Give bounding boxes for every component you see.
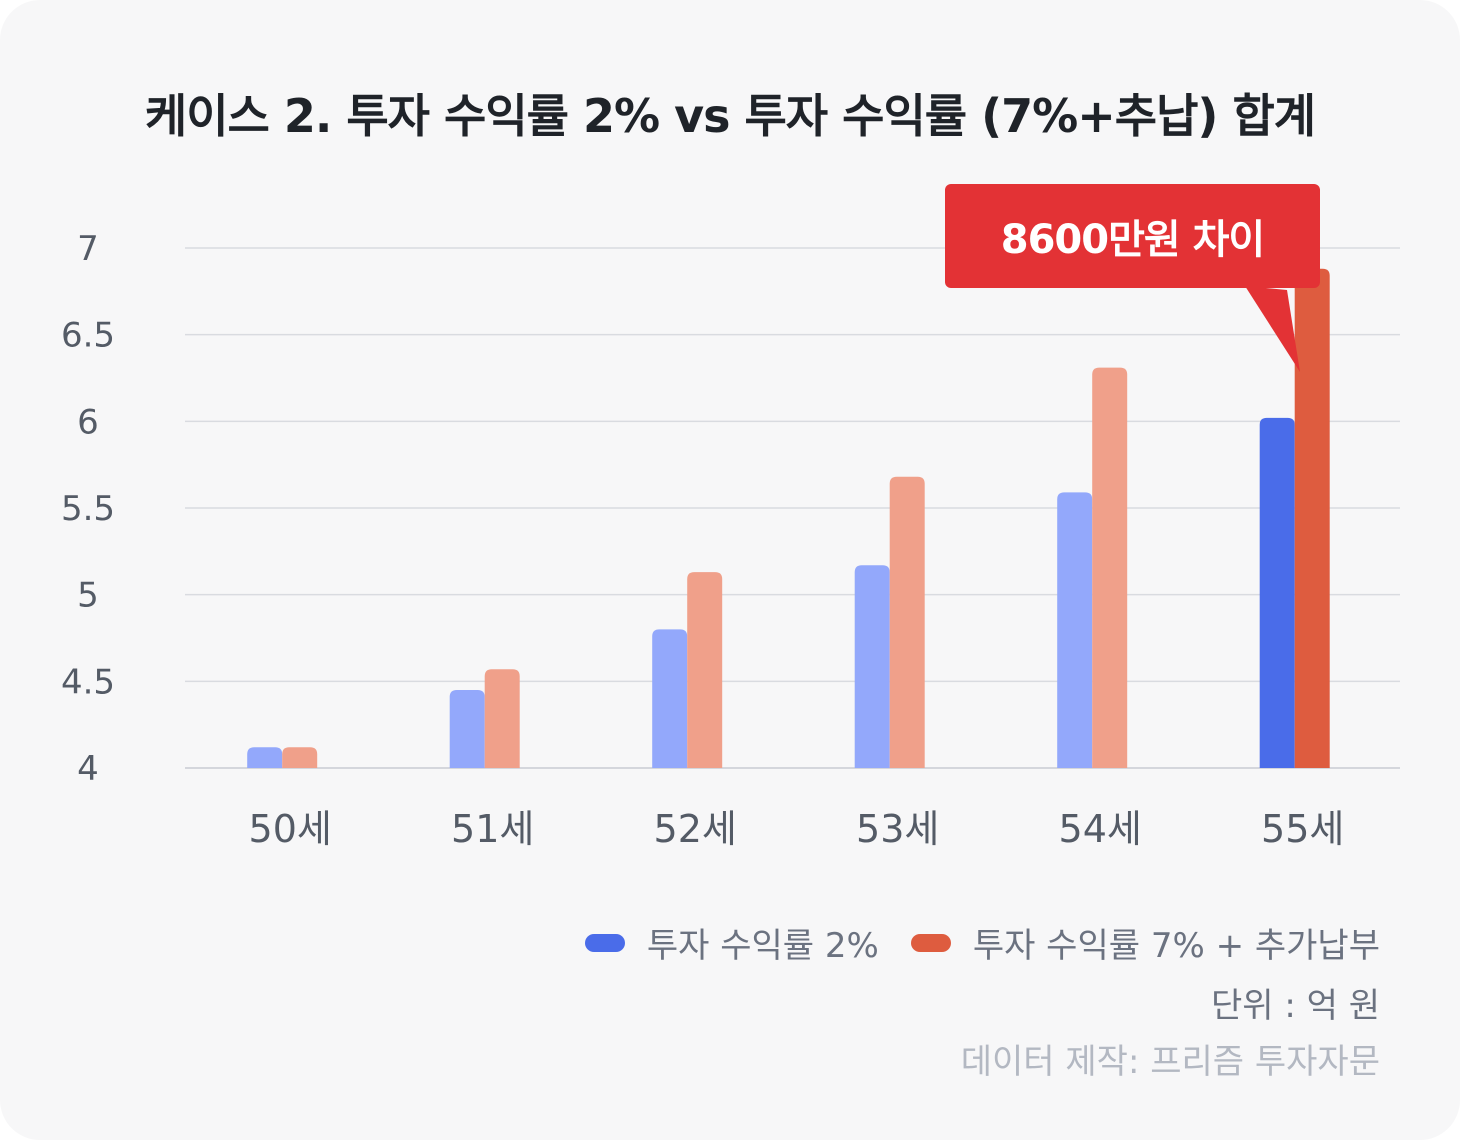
legend-swatch-series-2 xyxy=(910,933,951,952)
y-tick-label: 6 xyxy=(77,402,99,442)
bar-series-1 xyxy=(247,747,283,768)
y-tick-label: 4 xyxy=(77,749,99,789)
x-tick-label: 50세 xyxy=(249,807,332,851)
legend: 투자 수익률 2% 투자 수익률 7% + 추가납부 xyxy=(571,918,1380,967)
bar-series-1 xyxy=(1057,492,1093,768)
difference-callout: 8600만원 차이 xyxy=(945,184,1320,288)
y-tick-label: 4.5 xyxy=(61,662,115,702)
callout-pointer xyxy=(1245,286,1300,372)
source-credit: 데이터 제작: 프리즘 투자자문 xyxy=(960,1042,1380,1082)
x-tick-label: 54세 xyxy=(1059,807,1142,851)
legend-swatch-series-1 xyxy=(584,933,625,952)
bar-series-1 xyxy=(854,565,890,768)
x-tick-label: 55세 xyxy=(1261,807,1344,851)
y-tick-label: 7 xyxy=(77,229,99,269)
x-tick-label: 53세 xyxy=(856,807,939,851)
bar-series-1 xyxy=(652,629,688,768)
x-tick-label: 51세 xyxy=(451,807,534,851)
bar-series-2 xyxy=(1092,367,1128,768)
bar-series-2 xyxy=(1294,268,1330,768)
bar-series-2 xyxy=(687,572,723,768)
legend-item-series-1: 투자 수익률 2% xyxy=(584,918,879,967)
bar-series-2 xyxy=(282,747,318,768)
bar-series-2 xyxy=(484,669,520,768)
bar-series-2 xyxy=(889,476,925,768)
bar-series-1 xyxy=(449,690,485,768)
legend-label-series-1: 투자 수익률 2% xyxy=(646,926,879,966)
y-tick-label: 5 xyxy=(77,576,99,616)
y-tick-label: 5.5 xyxy=(61,489,115,529)
unit-label: 단위 : 억 원 xyxy=(1211,986,1380,1026)
legend-item-series-2: 투자 수익률 7% + 추가납부 xyxy=(910,918,1380,967)
bar-series-1 xyxy=(1259,417,1295,768)
chart-title: 케이스 2. 투자 수익률 2% vs 투자 수익률 (7%+추납) 합계 xyxy=(144,89,1316,143)
legend-label-series-2: 투자 수익률 7% + 추가납부 xyxy=(972,926,1380,966)
y-tick-label: 6.5 xyxy=(61,316,115,356)
x-tick-label: 52세 xyxy=(654,807,737,851)
